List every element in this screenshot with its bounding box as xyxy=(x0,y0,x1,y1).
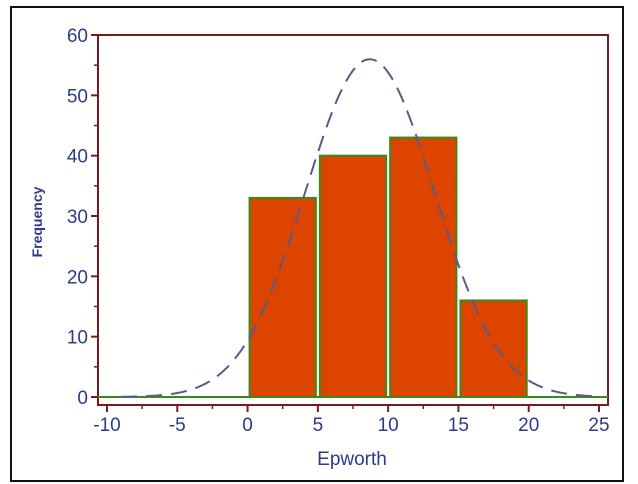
bar-0-5 xyxy=(248,196,317,398)
x-axis-ticks: -10 -5 0 5 10 15 20 25 xyxy=(93,405,610,436)
x-tick-label: 15 xyxy=(448,415,469,436)
y-axis-label: Frequency xyxy=(29,186,45,257)
bar-10-15 xyxy=(389,136,458,398)
x-tick-label: 5 xyxy=(313,415,324,436)
y-tick-label: 50 xyxy=(67,86,88,107)
y-tick-label: 10 xyxy=(67,328,88,349)
bars-group xyxy=(248,136,528,399)
x-axis-label: Epworth xyxy=(317,449,387,470)
normal-curve xyxy=(121,58,600,398)
x-tick-label: 10 xyxy=(378,415,399,436)
x-tick-label: -5 xyxy=(169,415,186,436)
y-tick-label: 60 xyxy=(67,26,88,47)
y-tick-label: 20 xyxy=(67,267,88,288)
y-tick-label: 0 xyxy=(77,388,88,409)
x-tick-label: -10 xyxy=(93,415,120,436)
x-tick-label: 0 xyxy=(242,415,253,436)
y-tick-label: 30 xyxy=(67,207,88,228)
y-tick-label: 40 xyxy=(67,147,88,168)
chart-frame xyxy=(10,6,624,482)
x-tick-label: 25 xyxy=(588,415,609,436)
bar-15-20 xyxy=(459,299,528,399)
bar-5-10 xyxy=(318,154,388,398)
x-tick-label: 20 xyxy=(518,415,539,436)
y-axis-ticks: 0 10 20 30 40 50 60 xyxy=(67,26,98,409)
